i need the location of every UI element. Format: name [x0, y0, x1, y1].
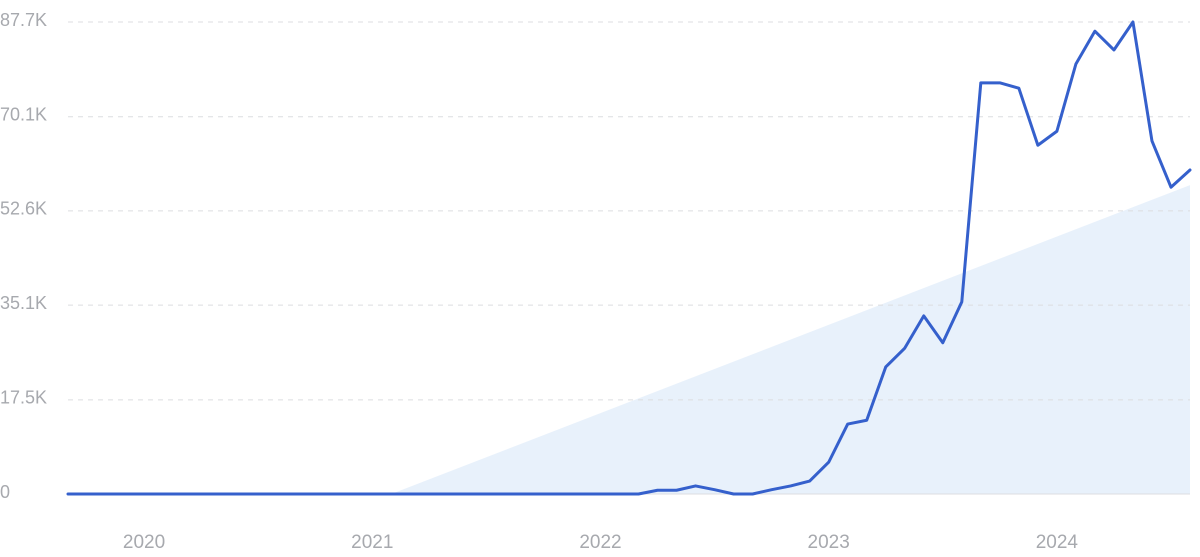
y-tick-label: 17.5K	[0, 388, 47, 408]
y-tick-label: 87.7K	[0, 10, 47, 30]
trend-area	[391, 185, 1190, 495]
y-tick-label: 0	[0, 482, 10, 502]
y-tick-label: 52.6K	[0, 199, 47, 219]
x-tick-label: 2021	[351, 532, 393, 553]
y-tick-label: 70.1K	[0, 104, 47, 124]
line	[66, 20, 1192, 496]
x-tick-label: 2020	[123, 532, 165, 553]
x-tick-label: 2023	[808, 532, 850, 553]
x-tick-label: 2022	[579, 532, 621, 553]
y-tick-label: 35.1K	[0, 293, 47, 313]
x-tick-label: 2024	[1036, 532, 1079, 553]
